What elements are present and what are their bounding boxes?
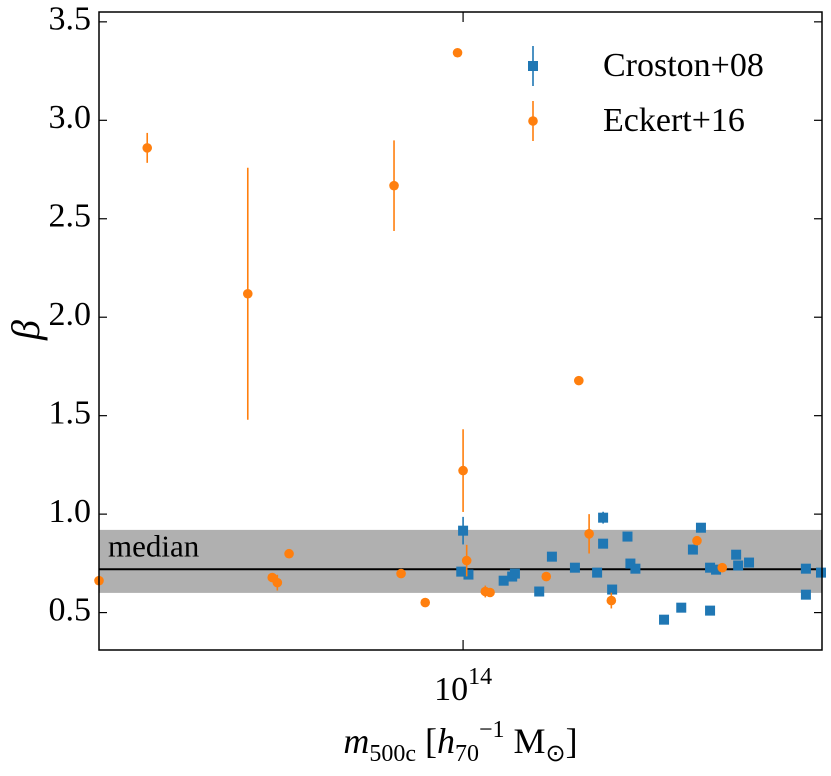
data-point	[389, 180, 399, 191]
data-point	[815, 567, 826, 578]
data-point	[452, 47, 463, 58]
median-label: median	[108, 528, 200, 563]
y-tick-label: 1.5	[49, 394, 92, 431]
data-point	[659, 614, 670, 625]
x-axis-label-part: 500c	[369, 741, 416, 767]
data-point	[458, 465, 468, 476]
data-point	[592, 567, 603, 578]
x-tick-base: 10	[434, 671, 468, 708]
data-point	[800, 563, 811, 574]
x-axis-label-part: h	[437, 721, 455, 761]
x-tick-label: 1014	[434, 664, 492, 708]
data-point	[717, 562, 728, 573]
data-point	[546, 551, 557, 562]
data-point	[733, 560, 744, 571]
legend-marker	[528, 61, 538, 71]
data-point	[541, 571, 552, 582]
data-point	[461, 555, 472, 566]
data-point	[695, 522, 706, 533]
data-point	[242, 288, 253, 299]
x-axis-label-part: m	[343, 721, 369, 761]
data-point	[598, 512, 609, 523]
data-point	[800, 589, 811, 600]
data-point	[687, 544, 698, 555]
x-axis-label-part: −1	[479, 717, 505, 743]
data-point	[622, 531, 633, 542]
y-tick-label: 3.5	[49, 1, 92, 38]
data-point	[692, 535, 702, 546]
y-tick-label: 1.0	[49, 493, 92, 530]
legend-marker	[528, 116, 538, 126]
data-point	[574, 375, 584, 386]
x-axis-label-part: ⊙	[546, 741, 566, 767]
x-tick-exponent: 14	[468, 664, 492, 690]
y-tick-label: 0.5	[49, 591, 92, 628]
legend-label: Eckert+16	[603, 102, 745, 139]
data-point	[485, 587, 495, 598]
data-point	[705, 562, 716, 573]
data-point	[420, 597, 431, 608]
data-point	[498, 575, 509, 586]
data-point	[142, 143, 153, 153]
data-point	[396, 568, 406, 579]
data-point	[509, 568, 520, 579]
data-point	[456, 566, 467, 577]
data-point	[744, 557, 755, 568]
x-axis-label-part: ]	[566, 721, 578, 761]
data-point	[711, 564, 722, 575]
x-axis-label-part: 70	[455, 741, 479, 767]
legend-label: Croston+08	[603, 47, 764, 84]
data-point	[731, 549, 742, 560]
median-band	[99, 529, 822, 593]
y-axis-label: β	[3, 320, 48, 341]
y-tick-label: 3.0	[49, 99, 92, 136]
data-point	[676, 602, 687, 613]
data-point	[534, 586, 545, 597]
plot-frame	[98, 11, 823, 651]
data-point	[705, 605, 716, 616]
data-point	[606, 595, 617, 606]
data-point	[458, 525, 469, 536]
data-point	[569, 562, 580, 573]
data-point	[598, 538, 609, 549]
data-point	[584, 529, 594, 539]
x-axis-label-part: M	[505, 721, 546, 761]
y-tick-label: 2.0	[49, 296, 92, 333]
data-point	[272, 577, 283, 588]
x-axis-label: m500c [h70−1 M⊙]	[343, 717, 577, 767]
data-point	[284, 548, 294, 559]
data-point	[630, 563, 641, 574]
data-point	[625, 558, 636, 569]
y-tick-label: 2.5	[49, 198, 92, 235]
data-point	[463, 569, 474, 580]
x-axis-label-part: [	[416, 721, 437, 761]
data-point	[607, 584, 618, 595]
